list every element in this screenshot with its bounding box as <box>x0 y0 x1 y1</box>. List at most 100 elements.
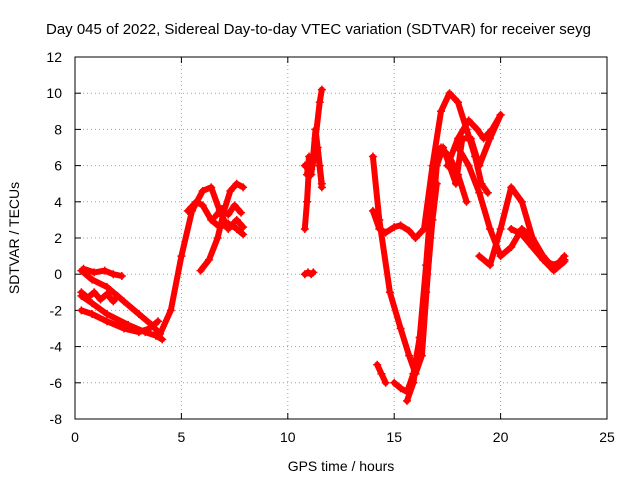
data-point-marker <box>90 288 99 297</box>
data-point-marker <box>313 143 322 152</box>
y-tick-label: -2 <box>50 302 63 318</box>
series-arc-r <box>454 143 569 273</box>
data-point-marker <box>528 234 537 242</box>
data-point-marker <box>90 268 99 277</box>
data-point-marker <box>134 328 143 337</box>
series-arc-l <box>300 268 318 279</box>
data-point-marker <box>88 310 97 319</box>
y-tick-label: 0 <box>54 266 62 282</box>
data-point-marker <box>415 333 424 342</box>
series-arc-q <box>373 360 390 387</box>
data-point-marker <box>396 384 405 393</box>
series-arc-k <box>300 143 326 192</box>
data-point-marker <box>485 224 494 233</box>
data-point-marker <box>232 224 241 233</box>
data-point-marker <box>428 179 437 188</box>
series-arc-h <box>211 201 245 221</box>
data-point-marker <box>454 98 463 107</box>
data-point-marker <box>300 224 309 233</box>
data-point-marker <box>454 134 463 143</box>
data-point-marker <box>496 224 505 233</box>
data-point-marker <box>405 351 414 360</box>
data-point-marker <box>109 297 118 306</box>
data-point-marker <box>311 125 320 134</box>
data-point-marker <box>496 110 505 119</box>
data-point-marker <box>211 212 220 221</box>
data-point-marker <box>145 324 154 333</box>
data-point-marker <box>443 161 452 170</box>
data-point-marker <box>373 360 382 369</box>
data-point-marker <box>507 243 516 252</box>
data-point-marker <box>192 197 201 206</box>
data-point-marker <box>488 125 497 134</box>
data-point-marker <box>183 206 192 215</box>
data-point-marker <box>109 270 118 279</box>
data-point-marker <box>375 215 384 224</box>
series-arc-u <box>443 110 505 170</box>
data-point-marker <box>117 272 126 281</box>
data-point-marker <box>466 134 475 143</box>
series-arc-e <box>79 264 126 281</box>
data-point-marker <box>207 183 216 192</box>
y-tick-label: 8 <box>54 121 62 137</box>
data-point-marker <box>549 261 558 270</box>
data-point-marker <box>305 152 314 161</box>
data-point-marker <box>213 234 222 242</box>
series-arc-d <box>77 288 122 306</box>
data-point-marker <box>151 331 160 340</box>
data-point-marker <box>102 310 111 319</box>
data-point-marker <box>396 324 405 333</box>
data-series <box>77 85 569 405</box>
plot-frame <box>74 56 608 420</box>
data-point-marker <box>381 378 390 387</box>
data-point-marker <box>517 197 526 206</box>
data-point-marker <box>224 210 233 219</box>
data-point-marker <box>485 261 494 270</box>
series-arc-c <box>77 306 162 337</box>
y-tick-label: -6 <box>50 375 63 391</box>
data-point-marker <box>517 230 526 239</box>
data-point-marker <box>198 201 207 210</box>
y-tick-label: 10 <box>46 85 62 101</box>
data-point-marker <box>166 306 175 315</box>
y-tick-label: -8 <box>50 411 63 427</box>
y-tick-label: 12 <box>46 49 62 65</box>
x-tick-label: 25 <box>599 429 615 445</box>
data-point-marker <box>317 85 326 94</box>
data-point-marker <box>300 161 309 170</box>
data-point-marker <box>77 288 86 297</box>
data-point-marker <box>88 275 97 284</box>
data-point-marker <box>479 134 488 143</box>
data-point-marker <box>302 197 311 206</box>
data-point-marker <box>113 291 122 300</box>
data-point-marker <box>315 98 324 107</box>
data-point-marker <box>239 183 248 192</box>
data-point-marker <box>100 266 109 275</box>
data-point-marker <box>464 116 473 125</box>
data-point-marker <box>88 299 97 308</box>
data-point-marker <box>437 143 446 152</box>
x-tick-label: 15 <box>386 429 402 445</box>
data-point-marker <box>483 188 492 197</box>
x-tick-label: 5 <box>178 429 186 445</box>
data-point-marker <box>507 224 516 233</box>
data-point-marker <box>79 264 88 273</box>
data-point-marker <box>102 317 111 326</box>
data-point-marker <box>390 223 399 232</box>
data-point-marker <box>496 252 505 261</box>
data-point-marker <box>385 288 394 297</box>
data-point-marker <box>205 255 214 264</box>
data-point-marker <box>307 165 316 174</box>
data-point-marker <box>475 252 484 261</box>
data-point-marker <box>153 317 162 326</box>
data-point-marker <box>377 369 386 378</box>
y-axis-label: SDTVAR / TECUs <box>6 182 22 294</box>
data-point-marker <box>473 125 482 134</box>
x-axis-label: GPS time / hours <box>288 458 395 474</box>
series-line <box>508 225 568 269</box>
axis-ticks: -8 -6 -4 -2 0 2 4 6 8 10 12 0 5 10 15 20 25 <box>46 49 615 445</box>
data-point-marker <box>317 183 326 192</box>
data-point-marker <box>102 290 111 299</box>
data-point-marker <box>302 170 311 179</box>
